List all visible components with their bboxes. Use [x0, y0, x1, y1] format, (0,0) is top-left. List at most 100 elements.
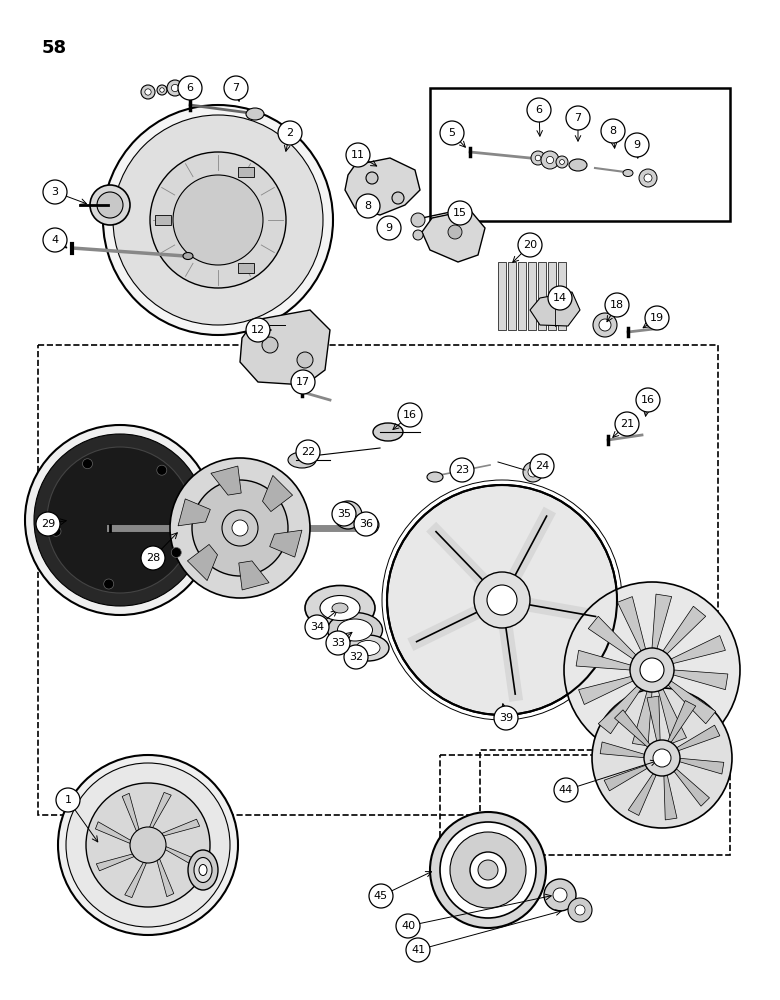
Circle shape [43, 180, 67, 204]
Circle shape [172, 84, 179, 92]
Circle shape [246, 318, 270, 342]
Text: 6: 6 [186, 83, 193, 93]
Circle shape [554, 778, 578, 802]
Text: 17: 17 [296, 377, 310, 387]
Polygon shape [548, 262, 556, 330]
Polygon shape [652, 594, 672, 649]
Circle shape [448, 225, 462, 239]
Ellipse shape [188, 850, 218, 890]
Text: 12: 12 [251, 325, 265, 335]
Ellipse shape [288, 452, 316, 468]
Ellipse shape [569, 159, 587, 171]
Ellipse shape [338, 619, 373, 641]
Circle shape [625, 133, 649, 157]
Bar [430, 88, 730, 221]
Bar [440, 755, 730, 855]
Circle shape [47, 447, 193, 593]
Text: 16: 16 [641, 395, 655, 405]
Circle shape [232, 520, 248, 536]
Circle shape [66, 763, 230, 927]
Circle shape [478, 860, 498, 880]
Text: 34: 34 [310, 622, 324, 632]
Polygon shape [538, 262, 546, 330]
Text: 4: 4 [51, 235, 58, 245]
Circle shape [630, 648, 674, 692]
Circle shape [544, 879, 576, 911]
Circle shape [170, 458, 310, 598]
Circle shape [523, 462, 543, 482]
Polygon shape [263, 475, 292, 512]
Circle shape [90, 185, 130, 225]
Circle shape [639, 169, 657, 187]
Circle shape [450, 458, 474, 482]
Polygon shape [579, 676, 633, 705]
Polygon shape [598, 686, 641, 734]
Circle shape [356, 194, 380, 218]
Circle shape [51, 526, 61, 536]
Polygon shape [558, 262, 566, 330]
Polygon shape [664, 775, 677, 820]
Ellipse shape [356, 641, 380, 656]
Circle shape [86, 783, 210, 907]
Ellipse shape [320, 595, 360, 620]
Circle shape [440, 822, 536, 918]
Circle shape [305, 615, 329, 639]
Circle shape [566, 106, 590, 130]
Circle shape [601, 119, 625, 143]
Circle shape [556, 156, 568, 168]
Circle shape [487, 585, 517, 615]
Circle shape [518, 233, 542, 257]
Text: 7: 7 [232, 83, 239, 93]
Polygon shape [588, 616, 636, 659]
Ellipse shape [623, 169, 633, 176]
Circle shape [494, 706, 518, 730]
Circle shape [413, 230, 423, 240]
Polygon shape [658, 689, 686, 743]
Circle shape [167, 80, 183, 96]
Circle shape [141, 546, 165, 570]
Circle shape [644, 740, 680, 776]
Polygon shape [615, 710, 650, 747]
Text: 14: 14 [553, 293, 567, 303]
Text: 32: 32 [349, 652, 363, 662]
Polygon shape [239, 561, 269, 590]
Circle shape [593, 313, 617, 337]
Ellipse shape [183, 252, 193, 259]
Circle shape [113, 115, 323, 325]
Circle shape [568, 898, 592, 922]
Text: 29: 29 [41, 519, 55, 529]
Polygon shape [122, 793, 139, 831]
Circle shape [346, 143, 370, 167]
Polygon shape [530, 292, 580, 326]
Circle shape [278, 121, 302, 145]
Ellipse shape [328, 612, 382, 648]
Circle shape [178, 76, 202, 100]
Polygon shape [270, 530, 302, 557]
Polygon shape [161, 819, 200, 836]
Circle shape [636, 388, 660, 412]
Circle shape [224, 76, 248, 100]
Polygon shape [211, 466, 241, 495]
Circle shape [172, 548, 181, 558]
Circle shape [141, 85, 155, 99]
Circle shape [104, 579, 114, 589]
Circle shape [192, 480, 288, 576]
Circle shape [366, 172, 378, 184]
Circle shape [645, 306, 669, 330]
Circle shape [344, 645, 368, 669]
Circle shape [470, 852, 506, 888]
Ellipse shape [194, 857, 212, 882]
Text: 9: 9 [385, 223, 392, 233]
Ellipse shape [427, 472, 443, 482]
Polygon shape [95, 822, 130, 843]
Text: 45: 45 [374, 891, 388, 901]
Circle shape [43, 228, 67, 252]
Polygon shape [679, 758, 724, 774]
Ellipse shape [305, 585, 375, 631]
Circle shape [354, 512, 378, 536]
Text: 15: 15 [453, 208, 467, 218]
Polygon shape [668, 681, 716, 724]
Circle shape [396, 914, 420, 938]
Text: 33: 33 [331, 638, 345, 648]
Circle shape [640, 658, 664, 682]
